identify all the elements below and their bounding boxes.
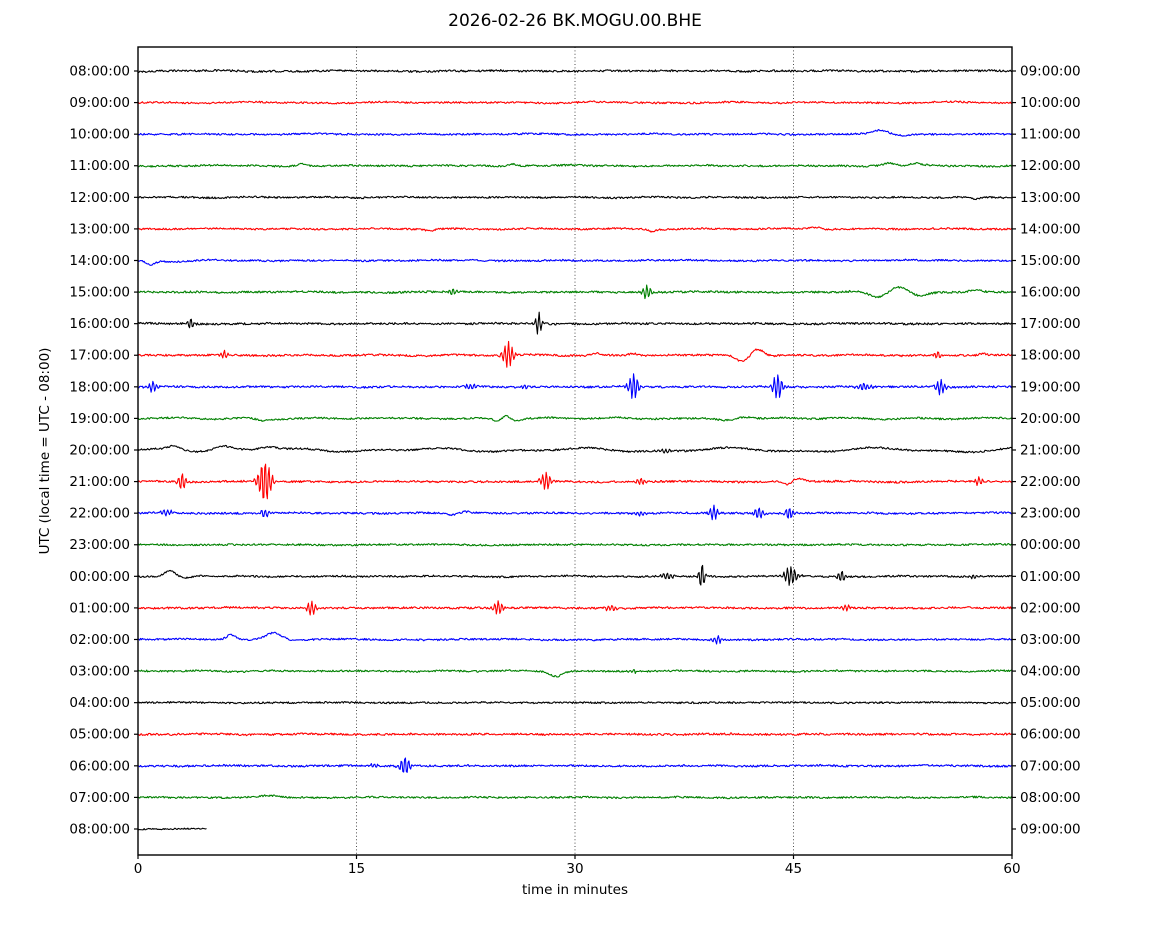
trace-row-21:00:00 xyxy=(137,463,1013,500)
row-label-right-10: 19:00:00 xyxy=(1020,379,1081,395)
row-label-left-9: 17:00:00 xyxy=(69,348,130,364)
row-label-left-16: 00:00:00 xyxy=(69,569,130,585)
row-label-left-15: 23:00:00 xyxy=(69,537,130,553)
trace-row-00:00:00 xyxy=(137,564,1013,586)
row-label-right-9: 18:00:00 xyxy=(1020,348,1081,364)
row-label-right-12: 21:00:00 xyxy=(1020,442,1081,458)
trace-row-08:00:00 xyxy=(137,68,1013,74)
row-label-left-24: 08:00:00 xyxy=(69,821,130,837)
trace-row-20:00:00 xyxy=(137,444,1013,454)
trace-row-03:00:00 xyxy=(137,669,1013,678)
row-label-right-5: 14:00:00 xyxy=(1020,221,1081,237)
row-label-right-13: 22:00:00 xyxy=(1020,474,1081,490)
trace-row-15:00:00 xyxy=(137,284,1013,300)
x-tick-label-60: 60 xyxy=(1003,861,1020,877)
trace-row-13:00:00 xyxy=(137,226,1013,233)
trace-row-01:00:00 xyxy=(137,600,1013,616)
trace-row-11:00:00 xyxy=(137,161,1013,168)
row-label-left-20: 04:00:00 xyxy=(69,695,130,711)
trace-row-22:00:00 xyxy=(137,504,1013,521)
row-label-left-13: 21:00:00 xyxy=(69,474,130,490)
row-label-left-1: 09:00:00 xyxy=(69,95,130,111)
trace-row-06:00:00 xyxy=(137,757,1013,773)
row-label-right-1: 10:00:00 xyxy=(1020,95,1081,111)
row-label-left-11: 19:00:00 xyxy=(69,411,130,427)
trace-row-08:00:00 xyxy=(137,827,207,831)
trace-row-23:00:00 xyxy=(137,542,1013,547)
row-label-left-0: 08:00:00 xyxy=(69,64,130,80)
trace-row-19:00:00 xyxy=(137,414,1013,422)
row-label-left-8: 16:00:00 xyxy=(69,316,130,332)
row-label-left-10: 18:00:00 xyxy=(69,379,130,395)
trace-row-17:00:00 xyxy=(137,340,1013,368)
trace-row-18:00:00 xyxy=(137,373,1013,399)
row-label-right-20: 05:00:00 xyxy=(1020,695,1081,711)
row-label-right-22: 07:00:00 xyxy=(1020,758,1081,774)
row-label-right-17: 02:00:00 xyxy=(1020,600,1081,616)
axes-frame xyxy=(137,46,1013,856)
row-label-right-8: 17:00:00 xyxy=(1020,316,1081,332)
x-tick-label-45: 45 xyxy=(785,861,802,877)
row-label-left-4: 12:00:00 xyxy=(69,190,130,206)
row-label-right-23: 08:00:00 xyxy=(1020,790,1081,806)
trace-row-14:00:00 xyxy=(137,258,1013,266)
row-label-left-21: 05:00:00 xyxy=(69,727,130,743)
row-label-left-22: 06:00:00 xyxy=(69,758,130,774)
row-label-right-6: 15:00:00 xyxy=(1020,253,1081,269)
trace-row-02:00:00 xyxy=(137,631,1013,645)
row-label-left-6: 14:00:00 xyxy=(69,253,130,269)
trace-row-16:00:00 xyxy=(137,311,1013,335)
row-label-right-24: 09:00:00 xyxy=(1020,821,1081,837)
row-label-left-23: 07:00:00 xyxy=(69,790,130,806)
x-axis-label: time in minutes xyxy=(521,882,629,898)
trace-row-10:00:00 xyxy=(137,129,1013,137)
row-label-right-7: 16:00:00 xyxy=(1020,285,1081,301)
row-label-right-15: 00:00:00 xyxy=(1020,537,1081,553)
row-label-left-19: 03:00:00 xyxy=(69,664,130,680)
row-label-right-19: 04:00:00 xyxy=(1020,664,1081,680)
row-label-right-2: 11:00:00 xyxy=(1020,127,1081,143)
row-label-left-18: 02:00:00 xyxy=(69,632,130,648)
row-label-right-14: 23:00:00 xyxy=(1020,506,1081,522)
trace-row-09:00:00 xyxy=(137,100,1013,105)
row-label-left-3: 11:00:00 xyxy=(69,158,130,174)
row-label-right-18: 03:00:00 xyxy=(1020,632,1081,648)
row-label-left-2: 10:00:00 xyxy=(69,127,130,143)
trace-row-05:00:00 xyxy=(137,732,1013,737)
row-label-right-16: 01:00:00 xyxy=(1020,569,1081,585)
trace-row-07:00:00 xyxy=(137,794,1013,800)
x-tick-label-15: 15 xyxy=(348,861,365,877)
row-label-left-12: 20:00:00 xyxy=(69,442,130,458)
chart-title: 2026-02-26 BK.MOGU.00.BHE xyxy=(448,11,702,31)
x-tick-label-0: 0 xyxy=(134,861,143,877)
row-label-left-7: 15:00:00 xyxy=(69,285,130,301)
row-label-right-4: 13:00:00 xyxy=(1020,190,1081,206)
row-label-right-0: 09:00:00 xyxy=(1020,64,1081,80)
trace-row-04:00:00 xyxy=(137,700,1013,705)
x-tick-label-30: 30 xyxy=(566,861,583,877)
row-label-left-17: 01:00:00 xyxy=(69,600,130,616)
trace-row-12:00:00 xyxy=(137,195,1013,201)
row-label-left-5: 13:00:00 xyxy=(69,221,130,237)
row-label-right-3: 12:00:00 xyxy=(1020,158,1081,174)
row-label-right-11: 20:00:00 xyxy=(1020,411,1081,427)
row-label-right-21: 06:00:00 xyxy=(1020,727,1081,743)
row-label-left-14: 22:00:00 xyxy=(69,506,130,522)
